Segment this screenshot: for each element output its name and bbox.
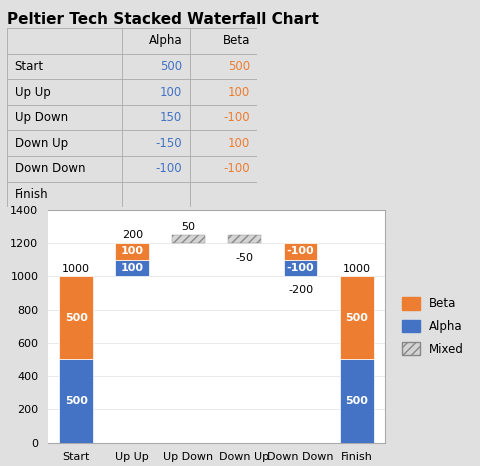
Text: -50: -50	[235, 253, 253, 263]
Bar	[339, 276, 373, 359]
Text: Down Up: Down Up	[15, 137, 68, 150]
Text: 50: 50	[181, 222, 195, 232]
Text: 100: 100	[120, 247, 144, 256]
Bar	[115, 260, 149, 276]
Text: Up Up: Up Up	[15, 86, 50, 98]
Bar	[283, 243, 317, 260]
Text: 500: 500	[345, 396, 367, 406]
Text: -100: -100	[286, 247, 314, 256]
Text: -100: -100	[156, 163, 182, 175]
Text: -100: -100	[286, 263, 314, 273]
Bar	[339, 359, 373, 443]
Text: Start: Start	[15, 60, 44, 73]
Text: Down Down: Down Down	[15, 163, 85, 175]
Text: Beta: Beta	[222, 34, 249, 47]
Bar	[171, 235, 205, 243]
Text: Alpha: Alpha	[148, 34, 182, 47]
Text: 500: 500	[160, 60, 182, 73]
Text: -100: -100	[223, 163, 249, 175]
Bar	[227, 235, 261, 243]
Text: 1000: 1000	[342, 264, 370, 274]
Text: 500: 500	[65, 396, 87, 406]
Text: 500: 500	[345, 313, 367, 323]
Text: Finish: Finish	[15, 188, 48, 201]
Text: 100: 100	[160, 86, 182, 98]
Bar	[59, 276, 93, 359]
Legend: Beta, Alpha, Mixed: Beta, Alpha, Mixed	[396, 292, 468, 360]
Text: Up Down: Up Down	[15, 111, 68, 124]
Text: 500: 500	[65, 313, 87, 323]
Text: -150: -150	[156, 137, 182, 150]
Text: 150: 150	[160, 111, 182, 124]
Text: -200: -200	[288, 285, 312, 295]
Text: 1000: 1000	[62, 264, 90, 274]
Text: 200: 200	[121, 231, 143, 240]
Text: 100: 100	[227, 137, 249, 150]
Text: 500: 500	[227, 60, 249, 73]
Text: Peltier Tech Stacked Waterfall Chart: Peltier Tech Stacked Waterfall Chart	[7, 12, 318, 27]
Text: 100: 100	[120, 263, 144, 273]
Bar	[59, 359, 93, 443]
Text: 100: 100	[227, 86, 249, 98]
Bar	[115, 243, 149, 260]
Bar	[283, 260, 317, 276]
Text: -100: -100	[223, 111, 249, 124]
